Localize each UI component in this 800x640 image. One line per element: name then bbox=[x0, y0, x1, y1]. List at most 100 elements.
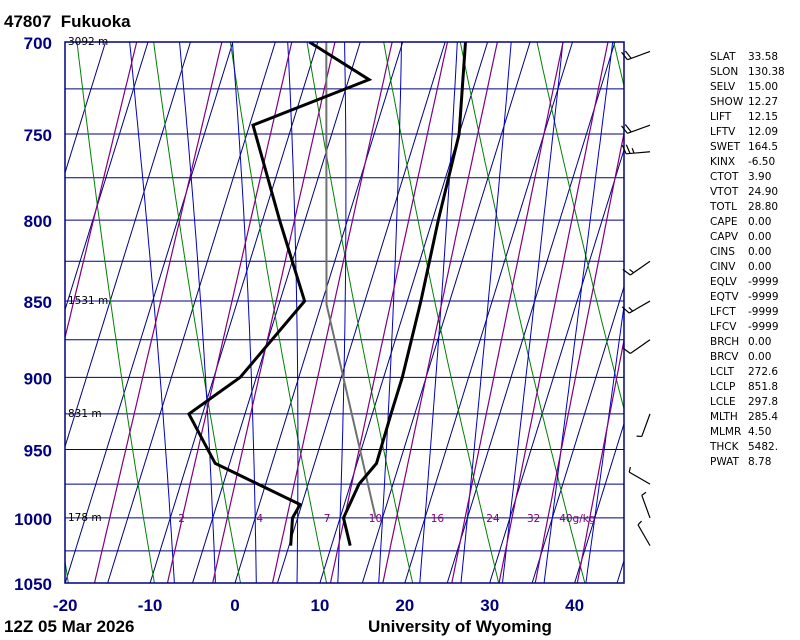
index-value: 5482. bbox=[748, 441, 779, 453]
isotherm-line bbox=[192, 42, 361, 583]
mixing-ratio-line bbox=[382, 42, 499, 583]
wind-barb bbox=[621, 50, 651, 61]
moist-adiabat-line bbox=[501, 42, 564, 583]
index-value: 28.80 bbox=[748, 201, 779, 213]
index-name: CAPE bbox=[710, 216, 738, 228]
moist-adiabat-line bbox=[178, 42, 216, 583]
index-value: 285.4 bbox=[748, 411, 779, 423]
mixing-ratio-line bbox=[65, 42, 138, 341]
wind-barb bbox=[637, 520, 651, 546]
isotherm-line bbox=[361, 42, 531, 583]
index-name: SLAT bbox=[710, 51, 736, 63]
index-value: 12.15 bbox=[748, 111, 779, 123]
index-value: -6.50 bbox=[748, 156, 776, 168]
wind-barb bbox=[621, 124, 651, 134]
stability-indices-table: SLAT 33.58 SLON 130.38 SELV 15.00 SHOW 12.27 LIF… bbox=[710, 50, 785, 470]
plot-area bbox=[65, 42, 624, 583]
mixing-ratio-label: 16 bbox=[431, 513, 445, 525]
isotherm-line bbox=[234, 42, 404, 583]
moist-adiabat-line bbox=[585, 302, 624, 583]
mixing-ratio-label: 40g/kg bbox=[559, 513, 595, 525]
index-name: SLON bbox=[710, 66, 739, 78]
index-name: KINX bbox=[710, 156, 736, 168]
height-label: 831 m bbox=[68, 408, 102, 420]
index-name: SWET bbox=[710, 141, 741, 153]
mixing-ratio-label: 24 bbox=[486, 513, 500, 525]
moist-adiabat-line bbox=[129, 42, 175, 583]
isotherm-line bbox=[65, 42, 107, 175]
index-row: BRCV 0.00 bbox=[710, 350, 785, 365]
index-name: EQLV bbox=[710, 276, 737, 288]
temperature-tick-label: -20 bbox=[53, 596, 78, 615]
index-name: CAPV bbox=[710, 231, 739, 243]
temperature-tick-label: 0 bbox=[230, 596, 239, 615]
dry-adiabat-line bbox=[306, 42, 414, 583]
temperature-tick-label: 20 bbox=[395, 596, 414, 615]
index-name: VTOT bbox=[710, 186, 739, 198]
index-name: CINS bbox=[710, 246, 735, 258]
index-row: THCK 5482. bbox=[710, 440, 785, 455]
moist-adiabat-line bbox=[337, 42, 347, 583]
index-name: LFTV bbox=[710, 126, 736, 138]
index-value: -9999 bbox=[748, 321, 779, 333]
moist-adiabat-line bbox=[419, 42, 458, 583]
index-value: 851.8 bbox=[748, 381, 779, 393]
index-value: 24.90 bbox=[748, 186, 779, 198]
isotherm-line bbox=[531, 285, 624, 583]
pressure-tick-label: 750 bbox=[24, 126, 52, 145]
index-row: SELV 15.00 bbox=[710, 80, 785, 95]
index-value: 0.00 bbox=[748, 231, 772, 243]
wind-barb bbox=[641, 491, 651, 519]
pressure-tick-label: 850 bbox=[24, 293, 52, 312]
temperature-tick-label: 10 bbox=[310, 596, 329, 615]
index-row: LIFT 12.15 bbox=[710, 110, 785, 125]
mixing-ratio-line bbox=[212, 42, 336, 583]
dry-adiabat-line bbox=[153, 42, 242, 583]
index-value: 3.90 bbox=[748, 171, 772, 183]
moist-adiabat-line bbox=[231, 42, 257, 583]
index-value: 130.38 bbox=[748, 66, 785, 78]
index-row: SWET 164.5 bbox=[710, 140, 785, 155]
index-row: SLON 130.38 bbox=[710, 65, 785, 80]
mixing-ratio-line bbox=[576, 337, 624, 583]
data-source: University of Wyoming bbox=[368, 617, 552, 636]
height-label: 1531 m bbox=[68, 295, 108, 307]
index-name: LCLE bbox=[710, 396, 736, 408]
observation-time: 12Z 05 Mar 2026 bbox=[4, 617, 135, 636]
isotherm-line bbox=[65, 42, 149, 312]
index-row: EQLV -9999 bbox=[710, 275, 785, 290]
index-value: 0.00 bbox=[748, 336, 772, 348]
isotherm-line bbox=[65, 42, 191, 449]
isotherm-line bbox=[149, 42, 319, 583]
index-value: 0.00 bbox=[748, 261, 772, 273]
index-value: 0.00 bbox=[748, 216, 772, 228]
index-row: LFCT -9999 bbox=[710, 305, 785, 320]
index-value: -9999 bbox=[748, 291, 779, 303]
mixing-ratio-label: 32 bbox=[527, 513, 540, 525]
index-name: MLTH bbox=[710, 411, 738, 423]
height-label: 3092 m bbox=[68, 36, 108, 48]
index-name: BRCV bbox=[710, 351, 739, 363]
parcel-path-line bbox=[325, 42, 377, 519]
pressure-tick-label: 700 bbox=[24, 34, 52, 53]
index-value: 0.00 bbox=[748, 246, 772, 258]
dry-adiabat-line bbox=[383, 42, 500, 583]
wind-barb bbox=[628, 466, 651, 485]
mixing-ratio-line bbox=[451, 42, 564, 583]
temperature-tick-label: 40 bbox=[565, 596, 584, 615]
index-row: MLTH 285.4 bbox=[710, 410, 785, 425]
index-row: CAPV 0.00 bbox=[710, 230, 785, 245]
isotherm-line bbox=[276, 42, 446, 583]
dewpoint-profile-line bbox=[186, 42, 373, 546]
index-name: PWAT bbox=[710, 456, 739, 468]
index-name: LIFT bbox=[710, 111, 732, 123]
mixing-ratio-label: 10 bbox=[369, 513, 382, 525]
index-name: SHOW bbox=[710, 96, 744, 108]
index-name: LCLT bbox=[710, 366, 734, 378]
mixing-ratio-line bbox=[329, 42, 449, 583]
mixing-ratio-line bbox=[93, 42, 223, 583]
index-row: CTOT 3.90 bbox=[710, 170, 785, 185]
mixing-ratio-label: 2 bbox=[178, 513, 185, 525]
index-value: -9999 bbox=[748, 306, 779, 318]
